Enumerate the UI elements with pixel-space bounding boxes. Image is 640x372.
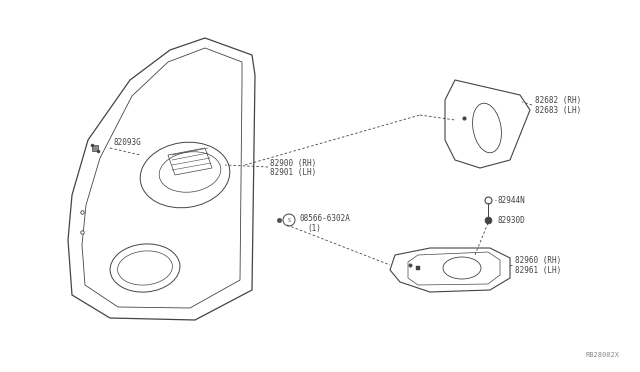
Text: 08566-6302A: 08566-6302A	[299, 214, 350, 222]
Text: 82960 (RH): 82960 (RH)	[515, 256, 561, 264]
Text: (1): (1)	[307, 224, 321, 232]
Text: 82900 (RH): 82900 (RH)	[270, 158, 316, 167]
Text: 82944N: 82944N	[498, 196, 525, 205]
Text: 82093G: 82093G	[113, 138, 141, 147]
Text: RB28002X: RB28002X	[586, 352, 620, 358]
Text: S: S	[287, 218, 291, 222]
Text: 82682 (RH): 82682 (RH)	[535, 96, 581, 105]
Text: 82901 (LH): 82901 (LH)	[270, 167, 316, 176]
Text: 82930D: 82930D	[498, 215, 525, 224]
Text: 82961 (LH): 82961 (LH)	[515, 266, 561, 275]
Text: 82683 (LH): 82683 (LH)	[535, 106, 581, 115]
